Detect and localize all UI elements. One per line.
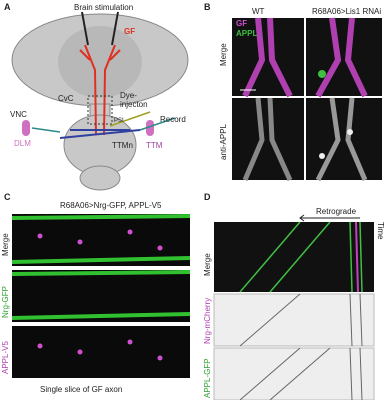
legend-appl: APPL <box>236 29 257 38</box>
row-label: Nrg-mCherry <box>203 298 212 344</box>
label-ttmn: TTMn <box>112 141 133 150</box>
arrow <box>299 214 360 222</box>
caption: Single slice of GF axon <box>40 385 122 394</box>
panel-label: C <box>4 192 11 202</box>
row-label: Merge <box>1 233 10 256</box>
panel-label: A <box>4 2 11 12</box>
row-label: APPL-GFP <box>203 358 212 398</box>
annotation: Brain stimulation <box>74 3 133 12</box>
label-gf: GF <box>124 27 135 36</box>
label-vnc: VNC <box>10 110 27 119</box>
annotation: Retrograde <box>316 207 357 216</box>
panel-label: B <box>204 2 211 12</box>
kymographs <box>213 221 375 401</box>
micrographs <box>11 214 191 378</box>
label-record: Record <box>160 115 186 124</box>
row-label: anti-APPL <box>219 123 228 160</box>
label-dye: Dye-injecton <box>120 91 148 109</box>
row-label: Nrg-GFP <box>1 286 10 318</box>
row-label: Merge <box>203 253 212 276</box>
column-label: R68A06>Lis1 RNAi <box>312 7 381 16</box>
panel-title: R68A06>Nrg-GFP, APPL-V5 <box>60 201 162 210</box>
micrographs <box>232 17 382 182</box>
label-ttm: TTM <box>146 141 163 150</box>
column-label: WT <box>252 7 265 16</box>
label-psi: PSI <box>114 118 124 124</box>
fly-diagram <box>11 11 189 191</box>
annotation: Time <box>376 222 385 240</box>
legend-gf: GF <box>236 19 247 28</box>
panel-label: D <box>204 192 211 202</box>
row-label: Merge <box>219 43 228 66</box>
label-cvc: CvC <box>58 94 74 103</box>
row-label: APPL-V5 <box>1 341 10 374</box>
label-dlm: DLM <box>14 139 31 148</box>
